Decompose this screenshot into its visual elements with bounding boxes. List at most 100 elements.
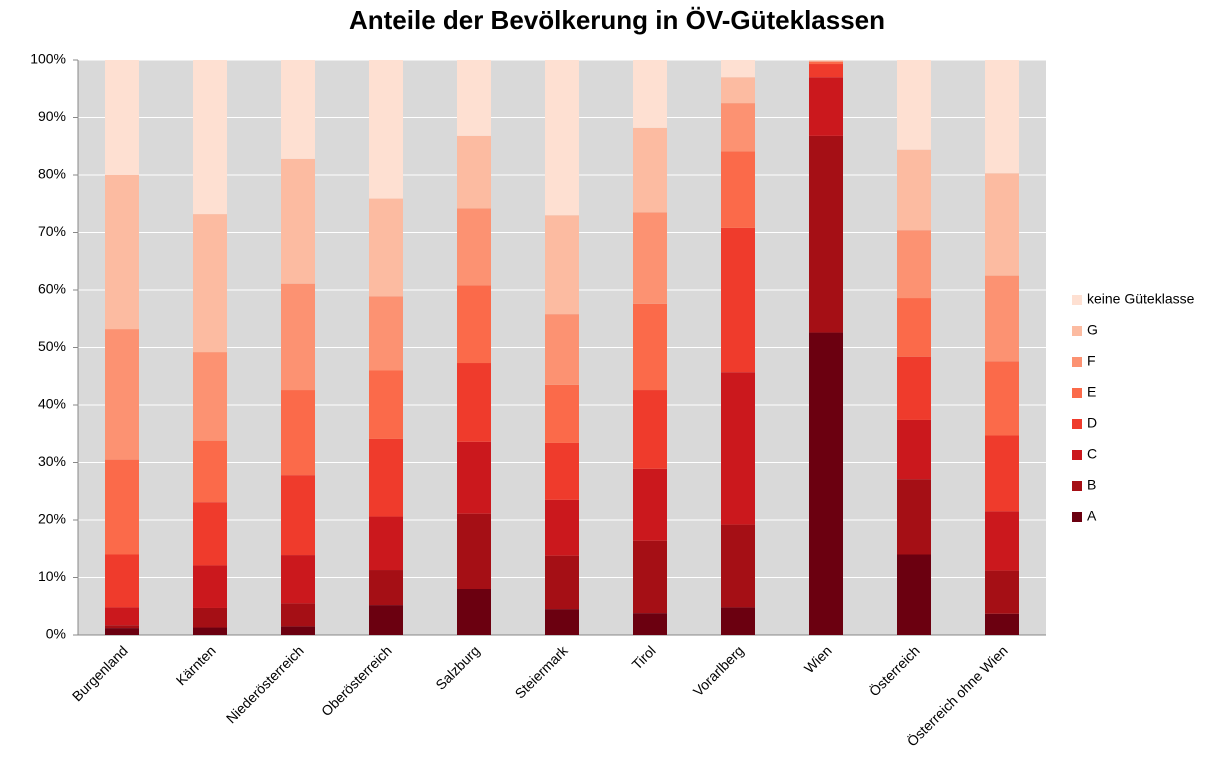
bar-segment	[457, 513, 491, 589]
bar-segment	[985, 511, 1019, 571]
bar-segment	[985, 173, 1019, 276]
bar-segment	[545, 60, 579, 216]
bar-segment	[457, 363, 491, 442]
bar-segment	[897, 298, 931, 357]
y-tick-label: 100%	[30, 51, 66, 67]
bar-segment	[633, 613, 667, 635]
legend-swatch	[1072, 481, 1082, 491]
bar-segment	[721, 372, 755, 525]
bar-segment	[369, 605, 403, 635]
bar-segment	[809, 60, 843, 62]
bar-segment	[721, 524, 755, 608]
y-tick-label: 40%	[38, 396, 66, 412]
bar-segment	[105, 459, 139, 555]
bar-segment	[193, 627, 227, 635]
x-tick-label: Tirol	[629, 642, 659, 672]
bar-segment	[721, 60, 755, 78]
bar-segment	[369, 370, 403, 439]
bar-segment	[809, 135, 843, 333]
bar-segment	[633, 540, 667, 614]
bar-segment	[281, 158, 315, 284]
chart-title: Anteile der Bevölkerung in ÖV-Güteklasse…	[349, 5, 885, 35]
bar-segment	[721, 77, 755, 104]
bar-segment	[897, 554, 931, 635]
y-tick-label: 10%	[38, 568, 66, 584]
bar-segment	[457, 589, 491, 635]
x-tick-label: Kärnten	[173, 642, 219, 688]
x-tick-label: Salzburg	[432, 642, 482, 692]
x-tick-label: Vorarlberg	[690, 642, 747, 699]
bar-segment	[897, 419, 931, 480]
bar-segment	[193, 502, 227, 566]
bar-segment	[281, 603, 315, 627]
bar-segment	[281, 626, 315, 635]
bar-segment	[369, 516, 403, 571]
bar-segment	[545, 384, 579, 443]
bar-segment	[193, 60, 227, 215]
legend-label: C	[1087, 446, 1097, 462]
bar-segment	[545, 442, 579, 500]
bar-segment	[809, 61, 843, 65]
x-tick-label: Niederösterreich	[223, 642, 307, 726]
bar-segment	[985, 435, 1019, 512]
legend-swatch	[1072, 419, 1082, 429]
bar-segment	[809, 60, 843, 61]
y-tick-label: 20%	[38, 511, 66, 527]
bar-segment	[457, 285, 491, 364]
bar-segment	[193, 607, 227, 628]
bar-segment	[809, 61, 843, 62]
bar-segment	[985, 60, 1019, 174]
bar-segment	[897, 479, 931, 555]
bar-segment	[809, 64, 843, 78]
bar-segment	[985, 275, 1019, 362]
bar-segment	[193, 565, 227, 608]
legend-swatch	[1072, 357, 1082, 367]
bar-segment	[281, 555, 315, 604]
bar-segment	[281, 60, 315, 159]
bar-segment	[105, 554, 139, 608]
bar-segment	[193, 214, 227, 353]
bar-segment	[633, 390, 667, 469]
y-tick-label: 60%	[38, 281, 66, 297]
bar-segment	[105, 625, 139, 629]
bar-segment	[193, 352, 227, 441]
x-tick-label: Steiermark	[512, 642, 572, 702]
bar-segment	[633, 60, 667, 128]
bar-segment	[457, 208, 491, 286]
bar-segment	[281, 390, 315, 476]
y-tick-label: 70%	[38, 223, 66, 239]
bar-segment	[457, 60, 491, 136]
legend-label: E	[1087, 384, 1096, 400]
x-tick-label: Wien	[801, 642, 835, 676]
legend-label: D	[1087, 415, 1097, 431]
x-tick-label: Österreich	[865, 642, 923, 700]
bar-segment	[369, 296, 403, 371]
bar-segment	[457, 135, 491, 209]
bar-segment	[105, 607, 139, 626]
bar-segment	[721, 151, 755, 228]
x-tick-label: Österreich ohne Wien	[903, 642, 1011, 750]
y-tick-label: 90%	[38, 108, 66, 124]
bar-segment	[369, 60, 403, 199]
bar-segment	[193, 440, 227, 503]
legend-swatch	[1072, 512, 1082, 522]
bar-segment	[105, 628, 139, 635]
y-tick-label: 50%	[38, 338, 66, 354]
bar-segment	[897, 149, 931, 231]
legend-label: A	[1087, 508, 1097, 524]
y-tick-label: 0%	[46, 626, 66, 642]
bar-segment	[457, 441, 491, 514]
bar-segment	[897, 356, 931, 420]
bar-segment	[105, 175, 139, 330]
bar-segment	[633, 212, 667, 304]
bar-segment	[633, 303, 667, 391]
y-tick-label: 80%	[38, 166, 66, 182]
legend-swatch	[1072, 326, 1082, 336]
bar-segment	[721, 103, 755, 152]
legend-label: B	[1087, 477, 1096, 493]
legend-label: G	[1087, 322, 1098, 338]
legend-swatch	[1072, 295, 1082, 305]
bar-segment	[281, 475, 315, 556]
bar-segment	[545, 609, 579, 635]
